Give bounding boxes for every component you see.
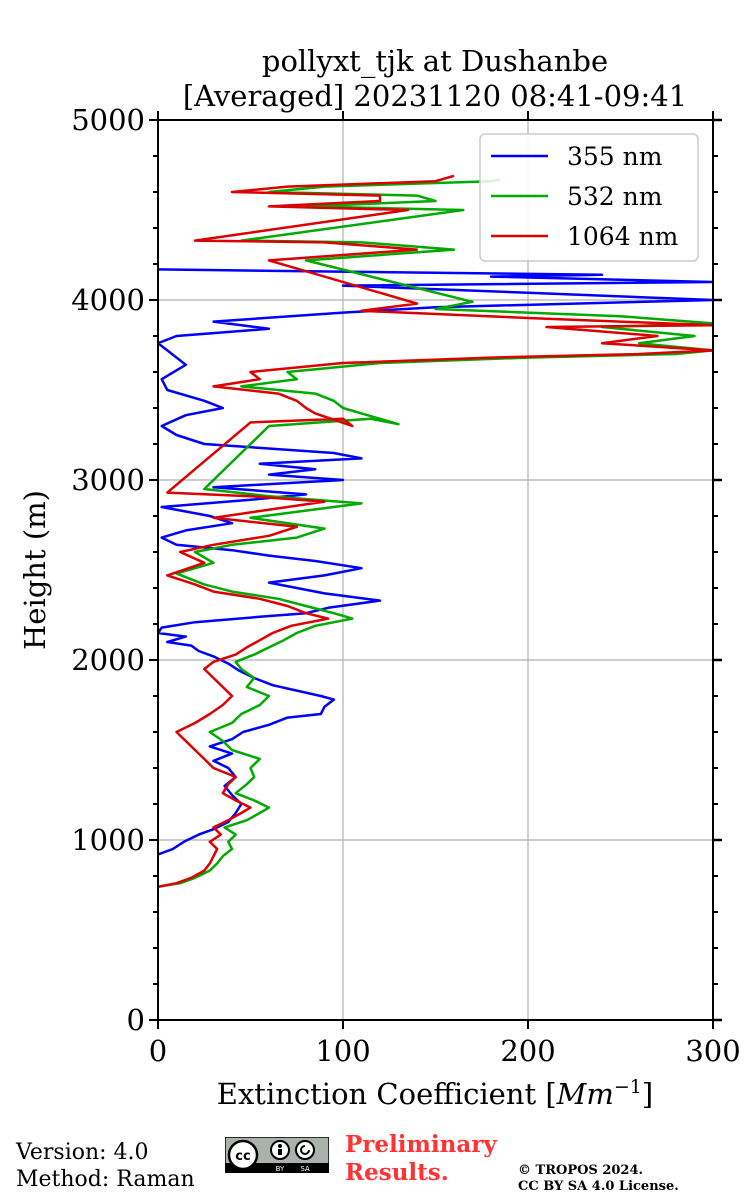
series-group (158, 174, 713, 889)
legend-box (479, 133, 699, 262)
method-text: Method: Raman (16, 1167, 195, 1192)
x-tick-label: 200 (500, 1034, 555, 1068)
series-line-355-nm (158, 268, 713, 856)
x-tick-label: 100 (315, 1034, 370, 1068)
chart-figure: pollyxt_tjk at Dushanbe [Averaged] 20231… (18, 44, 741, 1111)
footer-info: Version: 4.0 Method: Raman (16, 1139, 195, 1193)
y-tick-label: 3000 (71, 463, 145, 497)
copyright-line1: © TROPOS 2024. (518, 1163, 644, 1178)
cc-sa-text: SA (300, 1165, 310, 1173)
copyright-line2: CC BY SA 4.0 License. (518, 1179, 679, 1194)
x-tick-label: 300 (685, 1034, 740, 1068)
plot-frame (157, 119, 714, 1021)
legend-label: 532 nm (567, 182, 663, 211)
chart-title: pollyxt_tjk at Dushanbe (262, 44, 608, 79)
version-text: Version: 4.0 (16, 1140, 149, 1165)
legend: 355 nm 532 nm 1064 nm (479, 133, 699, 262)
sa-icon (295, 1140, 315, 1160)
y-tick-label: 4000 (71, 283, 145, 317)
legend-label: 1064 nm (567, 222, 679, 251)
x-axis-label: Extinction Coefficient [Mm−1] (217, 1076, 653, 1111)
series-line-532-nm (158, 178, 713, 889)
preliminary-line1: Preliminary (345, 1131, 497, 1158)
cc-by-text: BY (276, 1165, 285, 1173)
series-line-1064-nm (158, 174, 713, 889)
preliminary-line2: Results. (345, 1159, 449, 1186)
cc-icon-text: cc (235, 1149, 250, 1164)
y-tick-label: 2000 (71, 643, 145, 677)
copyright-notice: © TROPOS 2024. CC BY SA 4.0 License. (518, 1163, 679, 1195)
x-tick-label: 0 (149, 1034, 167, 1068)
y-tick-label: 5000 (71, 103, 145, 137)
y-tick-label: 0 (127, 1003, 145, 1037)
y-axis-label: Height (m) (18, 490, 52, 650)
cc-icon (227, 1139, 259, 1171)
legend-label: 355 nm (567, 142, 663, 171)
chart-subtitle: [Averaged] 20231120 08:41-09:41 (183, 79, 687, 113)
preliminary-notice: Preliminary Results. (345, 1131, 497, 1187)
cc-license-badge: cc BY SA (225, 1137, 329, 1173)
y-tick-label: 1000 (71, 823, 145, 857)
